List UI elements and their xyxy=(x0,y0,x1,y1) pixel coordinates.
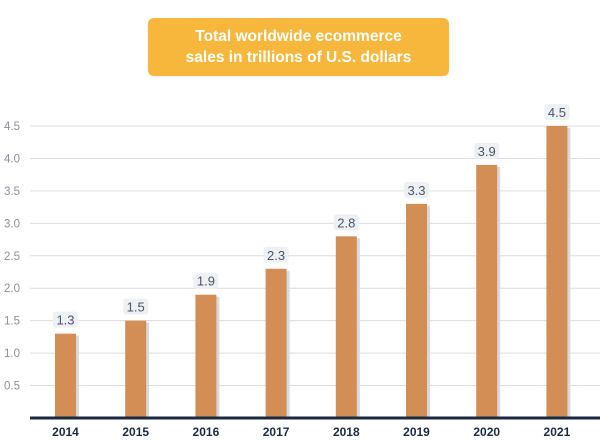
bar xyxy=(265,268,287,418)
y-tick-label: 3.5 xyxy=(4,186,20,198)
chart-title: Total worldwide ecommerce sales in trill… xyxy=(148,18,449,76)
data-label: 3.9 xyxy=(478,144,496,159)
x-tick-label: 2017 xyxy=(263,425,290,439)
data-label-bg xyxy=(474,142,500,159)
x-tick-label: 2016 xyxy=(193,425,220,439)
bar xyxy=(55,333,76,418)
y-tick-label: 1.5 xyxy=(4,316,20,328)
data-label-bg xyxy=(333,214,359,231)
bar xyxy=(335,236,357,418)
data-label-bg xyxy=(123,298,149,315)
data-label: 1.9 xyxy=(197,274,215,289)
y-tick-label: 0.5 xyxy=(4,381,20,393)
bar xyxy=(125,320,147,418)
chart-title-line-2: sales in trillions of U.S. dollars xyxy=(185,49,412,66)
data-label-bg xyxy=(544,104,570,120)
bar xyxy=(476,164,498,418)
bar xyxy=(195,294,217,418)
x-tick-label: 2014 xyxy=(52,425,79,439)
y-tick-label: 4.0 xyxy=(4,153,20,165)
bar xyxy=(406,203,427,418)
data-label: 2.3 xyxy=(267,248,285,263)
data-label-bg xyxy=(404,181,429,198)
y-tick-label: 2.5 xyxy=(4,251,20,263)
data-label: 2.8 xyxy=(337,215,355,230)
data-label: 1.3 xyxy=(56,313,74,328)
data-label-bg xyxy=(53,311,78,328)
y-tick-label: 2.0 xyxy=(4,283,20,295)
data-label: 4.5 xyxy=(548,105,566,120)
x-tick-label: 2019 xyxy=(403,425,430,439)
x-tick-label: 2020 xyxy=(473,425,500,439)
data-label-bg xyxy=(193,272,219,289)
data-label: 1.5 xyxy=(127,300,145,315)
y-tick-label: 1.0 xyxy=(4,348,20,360)
bar xyxy=(546,126,568,418)
y-tick-label: 4.5 xyxy=(4,121,20,133)
x-tick-label: 2018 xyxy=(333,425,360,439)
y-tick-label: 3.0 xyxy=(4,218,20,230)
data-label: 3.3 xyxy=(407,183,425,198)
data-label-bg xyxy=(263,246,289,263)
x-tick-label: 2021 xyxy=(544,425,571,439)
chart-title-line-1: Total worldwide ecommerce xyxy=(195,28,402,45)
x-tick-label: 2015 xyxy=(122,425,149,439)
